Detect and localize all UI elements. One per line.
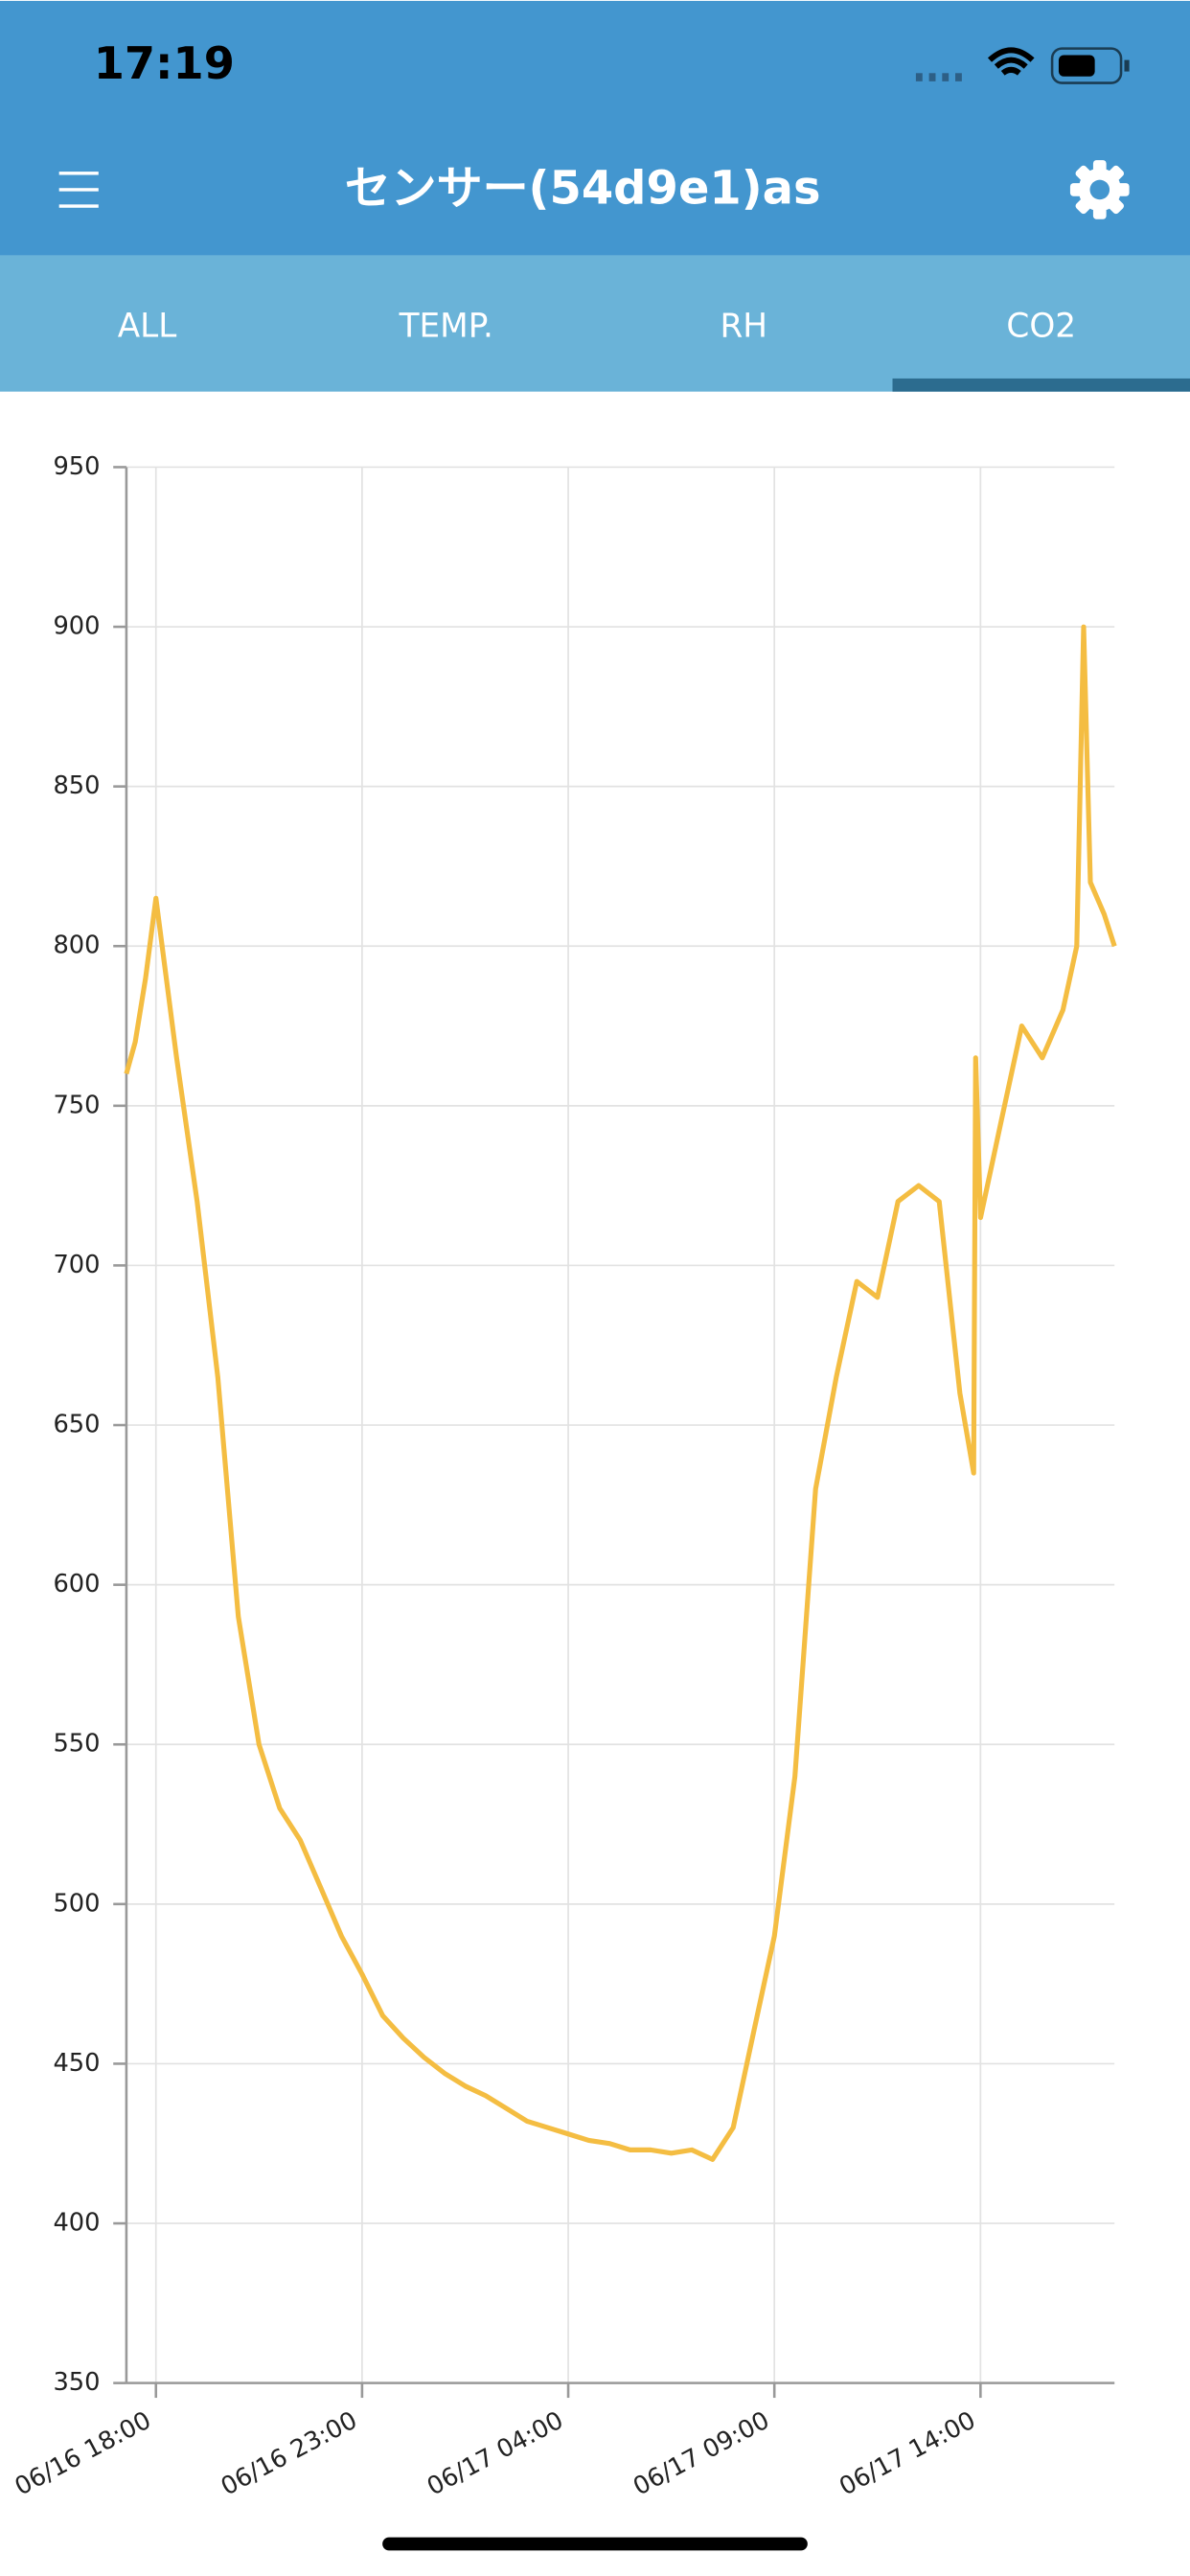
x-tick-label: 06/16 18:00 — [11, 2406, 156, 2502]
settings-button[interactable] — [1069, 160, 1130, 219]
y-tick-label: 450 — [53, 2049, 100, 2078]
x-tick-label: 06/17 04:00 — [423, 2406, 568, 2502]
y-tick-label: 500 — [53, 1889, 100, 1918]
status-icons — [915, 47, 1130, 84]
home-indicator — [382, 2537, 808, 2551]
status-time: 17:19 — [94, 37, 235, 89]
y-tick-label: 700 — [53, 1251, 100, 1279]
data-line — [124, 624, 1117, 2162]
y-tick-label: 400 — [53, 2209, 100, 2238]
header-title: センサー(54d9e1)as — [345, 162, 821, 216]
y-tick-label: 350 — [53, 2368, 100, 2397]
y-tick-label: 850 — [53, 771, 100, 800]
y-tick-label: 650 — [53, 1411, 100, 1439]
x-tick-label: 06/17 09:00 — [629, 2406, 774, 2502]
tab-bar — [0, 255, 1190, 392]
y-tick-label: 750 — [53, 1091, 100, 1119]
menu-button[interactable] — [58, 172, 99, 208]
y-tick-label: 950 — [53, 452, 100, 481]
y-tick-label: 550 — [53, 1730, 100, 1759]
header-bg — [0, 0, 1190, 256]
tab-label[interactable]: RH — [720, 307, 767, 345]
tab-label[interactable]: CO2 — [1006, 307, 1076, 345]
tab-indicator — [892, 378, 1190, 392]
y-tick-label: 600 — [53, 1570, 100, 1598]
x-tick-label: 06/16 23:00 — [217, 2406, 362, 2502]
x-tick-label: 06/17 14:00 — [835, 2406, 980, 2502]
y-tick-label: 800 — [53, 932, 100, 960]
y-tick-label: 900 — [53, 612, 100, 641]
tab-label[interactable]: ALL — [118, 307, 177, 345]
tab-label[interactable]: TEMP. — [399, 307, 493, 345]
